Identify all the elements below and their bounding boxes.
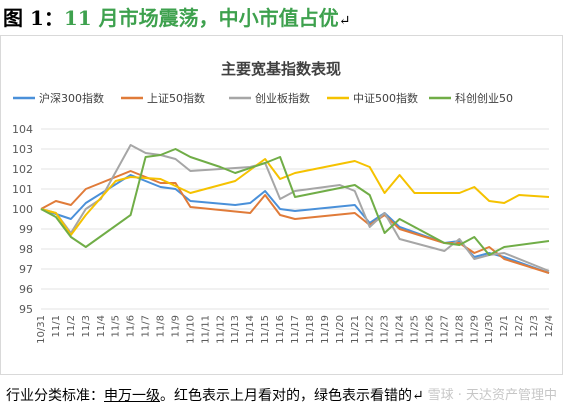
y-tick-label: 98 <box>19 243 33 256</box>
y-tick-label: 104 <box>12 123 33 136</box>
x-tick-label: 11/17 <box>290 315 301 344</box>
x-tick-label: 11/5 <box>111 315 122 337</box>
x-tick-label: 11/29 <box>469 315 480 344</box>
x-tick-label: 11/12 <box>215 315 226 344</box>
figure-label: 图 1： <box>3 6 64 30</box>
y-tick-label: 95 <box>19 303 33 316</box>
x-tick-label: 11/24 <box>395 315 406 344</box>
x-tick-label: 11/13 <box>230 315 241 344</box>
x-tick-label: 11/15 <box>260 315 271 344</box>
x-tick-label: 11/23 <box>380 315 391 344</box>
y-tick-label: 103 <box>12 143 33 156</box>
watermark: 雪球 · 天达资产管理中 <box>427 388 557 403</box>
x-tick-label: 11/10 <box>185 315 196 344</box>
figure-heading: 图 1：11 月市场震荡，中小市值占优↵ <box>3 2 563 34</box>
legend-label: 中证500指数 <box>353 91 418 105</box>
note-link[interactable]: 申万一级 <box>104 388 160 404</box>
x-tick-label: 11/11 <box>200 315 211 344</box>
series-line <box>40 158 550 236</box>
legend-label: 科创创业50 <box>455 91 513 105</box>
x-tick-label: 12/2 <box>514 315 525 337</box>
y-tick-label: 102 <box>12 163 33 176</box>
y-tick-label: 100 <box>12 203 33 216</box>
x-tick-label: 11/7 <box>141 315 152 337</box>
x-tick-label: 11/21 <box>350 315 361 344</box>
x-tick-label: 12/4 <box>544 315 555 337</box>
legend-label: 上证50指数 <box>147 91 205 105</box>
x-tick-label: 11/3 <box>81 315 92 337</box>
x-tick-label: 11/22 <box>365 315 376 344</box>
figure-title: 11 月市场震荡，中小市值占优 <box>63 6 339 30</box>
chart-title: 主要宽基指数表现 <box>221 60 341 78</box>
x-tick-label: 11/2 <box>66 315 77 337</box>
y-tick-label: 96 <box>19 283 33 296</box>
x-tick-label: 11/25 <box>410 315 421 344</box>
x-tick-label: 11/4 <box>96 315 107 337</box>
series-line <box>40 148 550 256</box>
x-tick-label: 11/6 <box>126 315 137 337</box>
x-tick-label: 11/1 <box>51 315 62 337</box>
x-tick-label: 11/8 <box>156 315 167 337</box>
x-tick-label: 11/30 <box>484 315 495 344</box>
x-tick-label: 11/27 <box>439 315 450 344</box>
note-suffix: 。红色表示上月看对的，绿色表示看错的↵ <box>160 388 424 404</box>
x-tick-label: 11/18 <box>305 315 316 344</box>
note-prefix: 行业分类标准： <box>6 388 104 404</box>
x-tick-label: 11/9 <box>170 315 181 337</box>
x-tick-label: 11/19 <box>320 315 331 344</box>
x-tick-label: 11/26 <box>424 315 435 344</box>
x-tick-label: 12/1 <box>499 315 510 337</box>
x-tick-label: 11/14 <box>245 315 256 344</box>
classification-note: 行业分类标准：申万一级。红色表示上月看对的，绿色表示看错的↵ <box>6 384 561 408</box>
x-tick-label: 11/20 <box>335 315 346 344</box>
x-tick-label: 11/28 <box>454 315 465 344</box>
x-tick-label: 12/3 <box>529 315 540 337</box>
y-tick-label: 101 <box>12 183 33 196</box>
legend-label: 沪深300指数 <box>39 91 104 105</box>
return-mark: ↵ <box>338 13 351 29</box>
x-tick-label: 11/16 <box>275 315 286 344</box>
y-tick-label: 99 <box>19 223 33 236</box>
legend-label: 创业板指数 <box>255 91 310 105</box>
y-tick-label: 97 <box>19 263 33 276</box>
x-tick-label: 10/31 <box>36 315 47 344</box>
chart-area: 主要宽基指数表现沪深300指数 上证50指数 创业板指数 中证500指数 科创创业50 9… <box>0 35 563 375</box>
